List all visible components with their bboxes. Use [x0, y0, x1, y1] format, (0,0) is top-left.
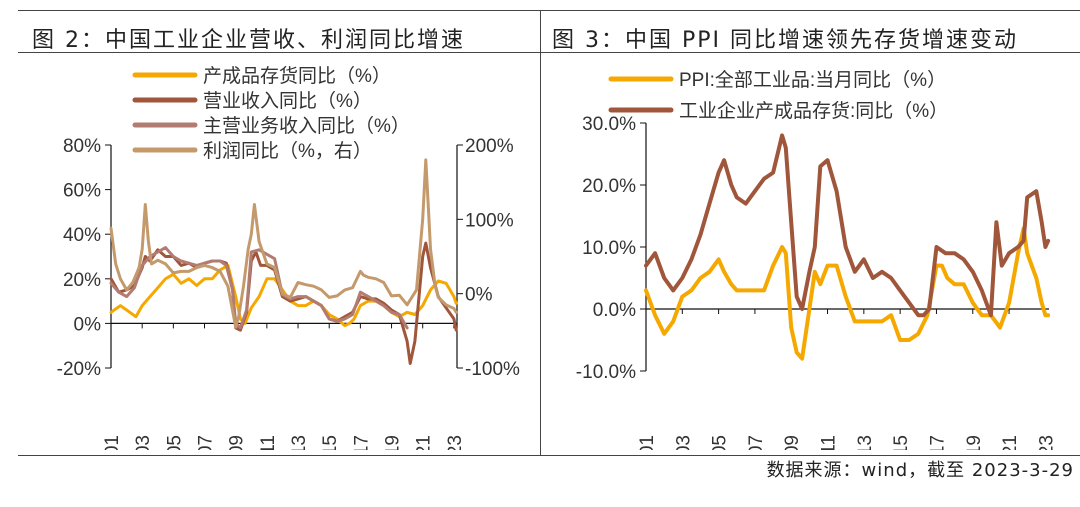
right-x-tick-label: 2015 — [891, 435, 912, 450]
right-y-tick-label-left: 0.0% — [593, 300, 636, 321]
left-x-tick-label: 2001 — [102, 435, 123, 450]
source-note: 数据来源：wind，截至 2023-3-29 — [766, 460, 1074, 481]
left-legend-label-2: 主营业务收入同比（%） — [203, 115, 410, 137]
left-y-tick-label-right: 0% — [465, 285, 493, 306]
right-x-tick-label: 2021 — [1000, 435, 1021, 450]
left-x-tick-label: 2021 — [414, 435, 435, 450]
right-y-tick-label-left: -10.0% — [576, 362, 636, 383]
right-series-line-0 — [644, 226, 1051, 361]
right-x-tick-label: 2011 — [819, 435, 840, 450]
right-legend-label-0: PPI:全部工业品:当月同比（%） — [679, 69, 946, 91]
right-x-tick-label: 2003 — [673, 435, 694, 450]
left-x-tick-label: 2013 — [289, 435, 310, 450]
title-rule — [18, 52, 1080, 53]
right-x-tick-label: 2001 — [637, 435, 658, 450]
left-x-tick-label: 2007 — [196, 435, 217, 450]
figure-frame: 图 2：中国工业企业营收、利润同比增速 图 3：中国 PPI 同比增速领先存货增… — [18, 8, 1080, 456]
left-y-tick-label-right: 200% — [465, 136, 514, 157]
chart-left: -20% 0% 20% 40% 60% 80% -100% 0% 100% 200% 2001 200… — [57, 65, 520, 450]
left-y-tick-label-left: -20% — [57, 359, 101, 380]
bottom-rule — [18, 455, 1080, 456]
left-y-tick-label-right: -100% — [465, 359, 520, 380]
left-legend-label-1: 营业收入同比（%） — [203, 90, 372, 112]
left-y-tick-label-left: 20% — [63, 270, 101, 291]
left-x-tick-label: 2015 — [320, 435, 341, 450]
right-y-tick-label-left: 30.0% — [582, 114, 636, 135]
left-series-line-2 — [109, 246, 409, 330]
panel-separator — [540, 10, 541, 456]
left-x-tick-label: 2003 — [133, 435, 154, 450]
right-series-line-1 — [644, 133, 1051, 318]
left-x-tick-label: 2005 — [164, 435, 185, 450]
right-x-tick-label: 2019 — [964, 435, 985, 450]
left-y-tick-label-left: 80% — [63, 136, 101, 157]
left-y-tick-label-left: 0% — [74, 314, 102, 335]
left-series-line-3 — [109, 158, 458, 329]
left-x-tick-label: 2009 — [227, 435, 248, 450]
right-x-tick-label: 2009 — [782, 435, 803, 450]
left-y-tick-label-right: 100% — [465, 210, 514, 231]
left-x-tick-label: 2011 — [258, 435, 279, 450]
right-x-tick-label: 2007 — [746, 435, 767, 450]
left-legend-label-0: 产成品存货同比（%） — [203, 65, 391, 87]
right-x-tick-label: 2017 — [927, 435, 948, 450]
right-x-tick-label: 2013 — [855, 435, 876, 450]
right-y-tick-label-left: 10.0% — [582, 238, 636, 259]
right-legend-label-1: 工业企业产成品存货:同比（%） — [679, 100, 948, 122]
right-x-tick-label: 2005 — [710, 435, 731, 450]
left-x-tick-label: 2019 — [383, 435, 404, 450]
chart-title-right: 图 3：中国 PPI 同比增速领先存货增速变动 — [552, 28, 1018, 53]
left-y-tick-label-left: 40% — [63, 225, 101, 246]
left-legend-label-3: 利润同比（%，右） — [203, 140, 372, 162]
left-x-tick-label: 2017 — [351, 435, 372, 450]
right-x-tick-label: 2023 — [1036, 435, 1057, 450]
top-rule — [18, 10, 1080, 11]
right-y-tick-label-left: 20.0% — [582, 176, 636, 197]
chart-right: -10.0% 0.0% 10.0% 20.0% 30.0% 2001 2003 2005 200… — [576, 69, 1058, 450]
left-x-tick-label: 2023 — [445, 435, 466, 450]
chart-title-left: 图 2：中国工业企业营收、利润同比增速 — [32, 28, 465, 53]
left-y-tick-label-left: 60% — [63, 181, 101, 202]
